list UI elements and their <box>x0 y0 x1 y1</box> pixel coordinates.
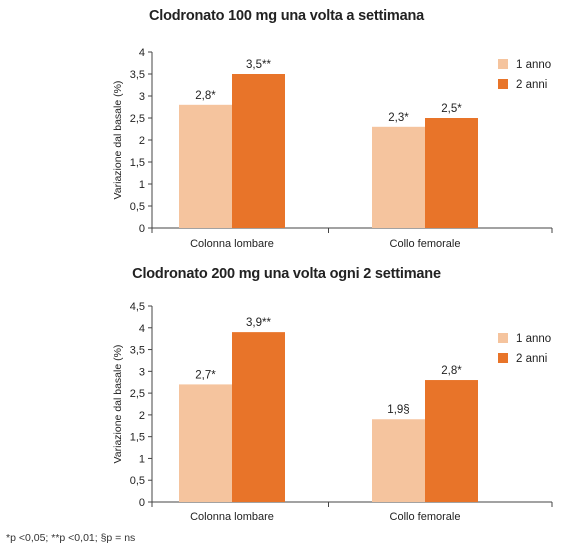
bar-year1-1 <box>372 126 425 228</box>
chart-1-title: Clodronato 100 mg una volta a settimana <box>148 8 424 24</box>
y-tick-label: 1,5 <box>130 157 145 169</box>
y-tick-label: 3,5 <box>130 69 145 81</box>
bar-year1-0 <box>179 104 232 228</box>
x-category-label: Collo femorale <box>390 511 461 523</box>
y-tick-label: 3 <box>139 91 145 103</box>
legend-swatch <box>498 59 508 69</box>
data-label: 1,9§ <box>387 404 409 416</box>
footnote: *p <0,05; **p <0,01; §p = ns <box>6 532 136 544</box>
y-tick-label: 2 <box>139 410 145 422</box>
chart-2-title: Clodronato 200 mg una volta ogni 2 setti… <box>132 266 441 282</box>
legend-label: 1 anno <box>516 333 551 345</box>
y-tick-label: 4 <box>139 47 145 59</box>
x-category-label: Colonna lombare <box>190 511 274 523</box>
data-label: 3,5** <box>246 59 271 71</box>
y-tick-label: 1 <box>139 453 145 465</box>
y-tick-label: 1,5 <box>130 432 145 444</box>
legend-swatch <box>498 79 508 89</box>
x-category-label: Colonna lombare <box>190 238 274 250</box>
y-tick-label: 3 <box>139 366 145 378</box>
legend-label: 1 anno <box>516 59 551 71</box>
bar-year1-1 <box>372 419 425 502</box>
y-tick-label: 4,5 <box>130 301 145 313</box>
legend-swatch <box>498 333 508 343</box>
y-tick-label: 1 <box>139 179 145 191</box>
x-category-label: Collo femorale <box>390 238 461 250</box>
data-label: 2,3* <box>388 112 409 124</box>
bar-year2-0 <box>232 332 285 502</box>
y-tick-label: 0 <box>139 223 145 235</box>
y-tick-label: 0,5 <box>130 201 145 213</box>
data-label: 2,7* <box>195 369 216 381</box>
bar-year2-1 <box>425 380 478 502</box>
bar-year1-0 <box>179 384 232 502</box>
legend-swatch <box>498 353 508 363</box>
y-axis-title: Variazione dal basale (%) <box>112 81 124 200</box>
data-label: 2,5* <box>441 103 462 115</box>
y-tick-label: 3,5 <box>130 345 145 357</box>
data-label: 3,9** <box>246 317 271 329</box>
bar-year2-0 <box>232 74 285 228</box>
y-tick-label: 2 <box>139 135 145 147</box>
y-tick-label: 2,5 <box>130 113 145 125</box>
bar-year2-1 <box>425 118 478 228</box>
y-axis-title: Variazione dal basale (%) <box>112 345 124 464</box>
y-tick-label: 2,5 <box>130 388 145 400</box>
y-tick-label: 0,5 <box>130 475 145 487</box>
data-label: 2,8* <box>441 365 462 377</box>
legend-label: 2 anni <box>516 353 547 365</box>
data-label: 2,8* <box>195 90 216 102</box>
legend-label: 2 anni <box>516 79 547 91</box>
y-tick-label: 0 <box>139 497 145 509</box>
y-tick-label: 4 <box>139 323 145 335</box>
